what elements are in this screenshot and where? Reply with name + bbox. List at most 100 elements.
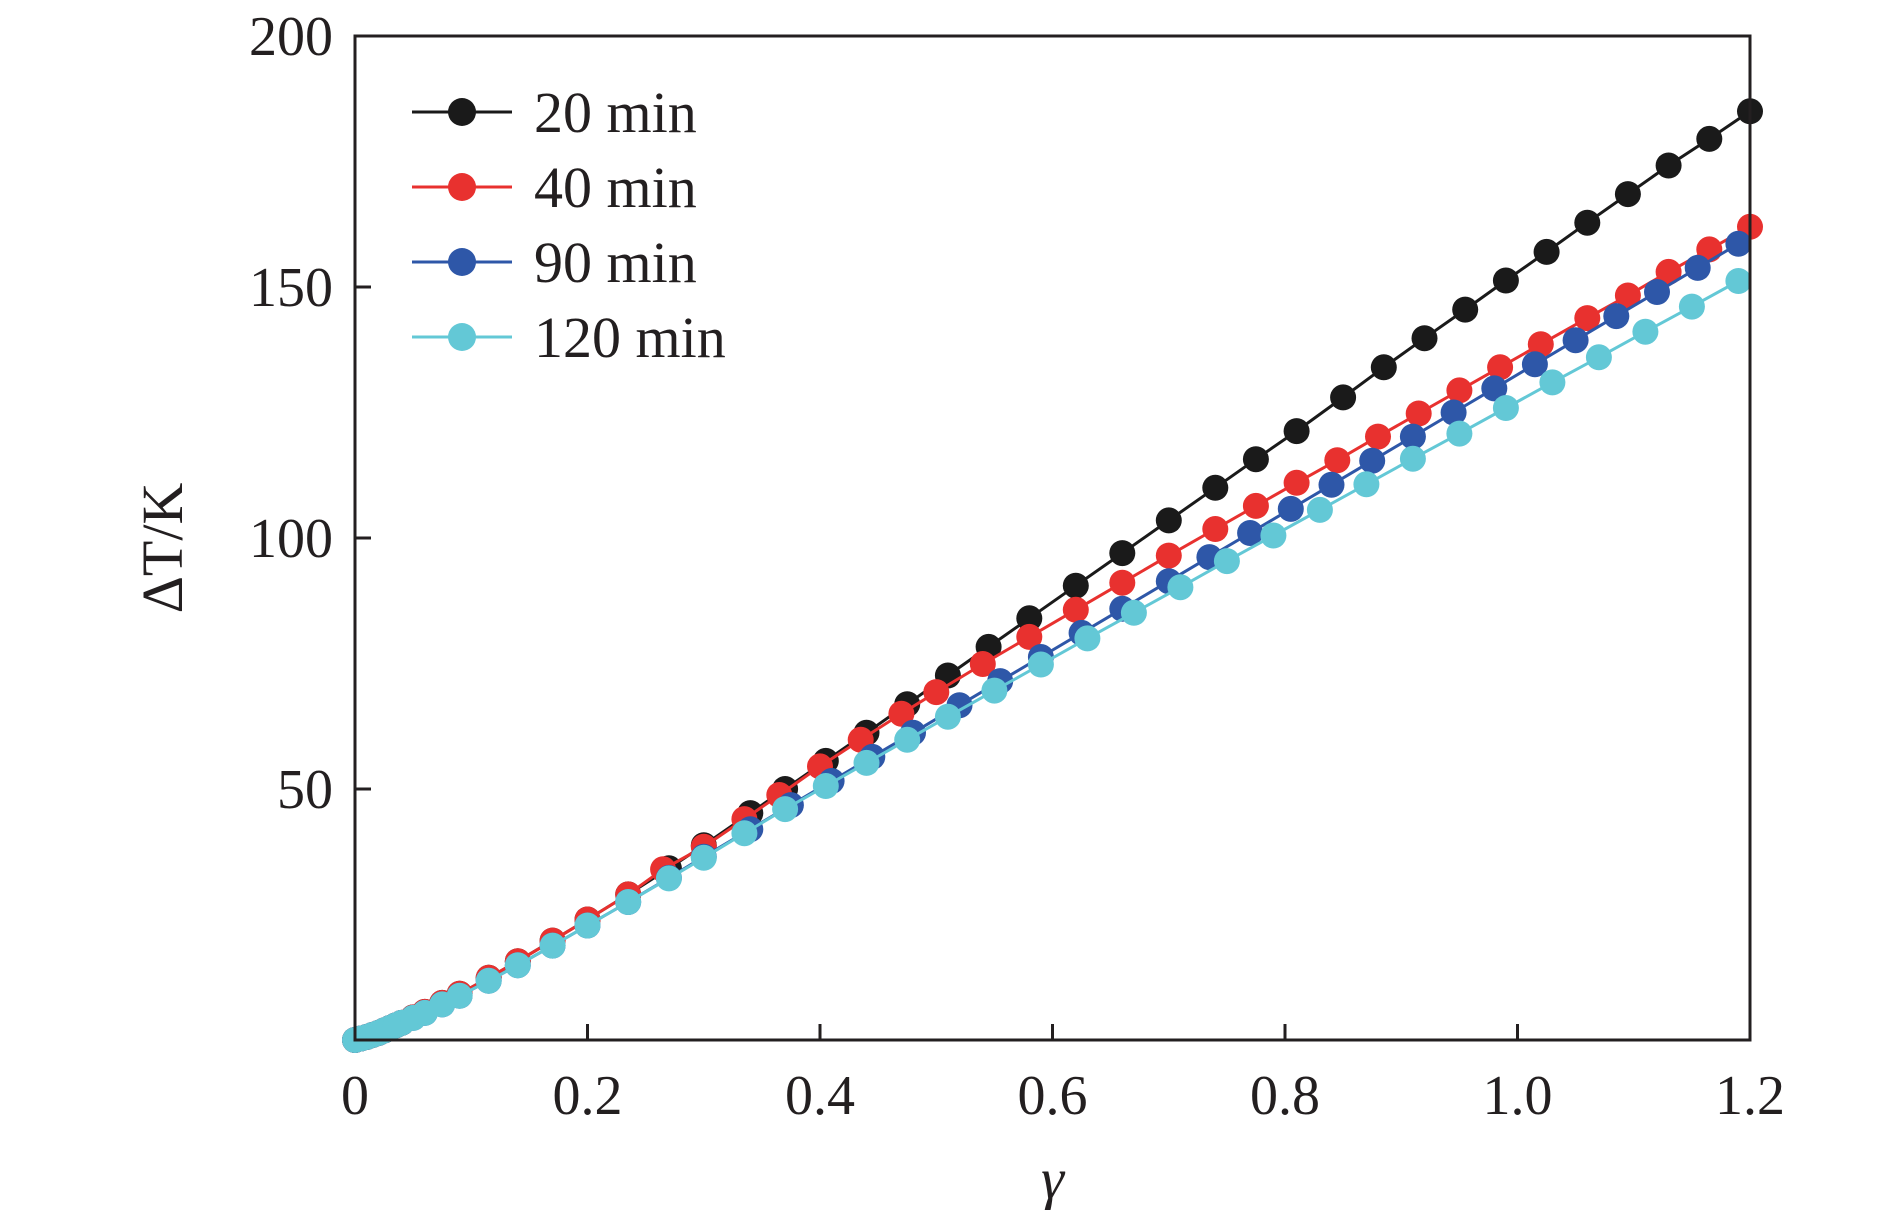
y-axis-title-unit: /K [130,483,195,541]
y-axis-title-prefix: ΔT [130,541,195,614]
data-point [655,865,682,892]
data-point [1062,596,1089,623]
x-tick-label: 0 [341,1065,369,1127]
y-axis-title: ΔT/K [130,483,195,614]
data-point [772,796,799,823]
data-point [853,749,880,776]
data-point [923,679,950,706]
legend-item: 90 min [412,230,697,295]
data-point [1213,548,1240,575]
data-point [1353,471,1380,498]
data-point [615,889,642,915]
legend-swatch-marker [448,248,476,276]
data-point [690,844,717,871]
data-point [1155,542,1182,569]
data-point [1074,625,1101,652]
data-point [1562,327,1589,354]
data-point [1405,400,1432,427]
x-tick-label: 1.2 [1715,1065,1785,1127]
data-point [1533,238,1560,265]
data-point [539,932,566,959]
data-point [1359,447,1386,474]
x-tick-label: 0.8 [1250,1065,1320,1127]
x-tick-label: 0.6 [1018,1065,1088,1127]
data-point [1481,375,1508,402]
legend-label: 90 min [534,230,697,295]
data-point [1237,520,1264,546]
data-point [1696,125,1723,152]
data-point [1614,181,1641,208]
data-point [1260,522,1287,549]
data-point [1574,209,1601,236]
data-point [1492,395,1519,421]
data-point [1399,445,1426,472]
y-tick-label: 50 [277,759,333,821]
data-point [1277,495,1304,522]
data-point [1440,399,1467,426]
data-point [1016,623,1043,650]
data-point [1016,605,1043,632]
data-point [446,982,473,1009]
data-point [1655,258,1682,285]
x-tick-label: 0.4 [785,1065,855,1127]
data-point [1585,344,1612,371]
legend-swatch-marker [448,98,476,126]
data-point [888,700,915,727]
data-point [969,651,996,677]
data-point [894,726,921,753]
data-point [504,952,531,979]
legend-label: 120 min [534,305,726,370]
data-point [1527,331,1554,358]
data-point [1725,230,1752,257]
legend-item: 40 min [412,155,697,220]
data-point [981,677,1008,704]
data-point [1242,446,1269,473]
legend-swatch-marker [448,173,476,201]
legend-label: 40 min [534,155,697,220]
data-point [1306,496,1333,523]
data-point [1539,369,1566,396]
legend-item: 20 min [412,80,697,145]
data-point [1370,354,1397,381]
data-point [1614,282,1641,309]
data-point [1120,599,1147,626]
data-point [1487,354,1514,381]
data-point [1684,254,1711,281]
legend-label: 20 min [534,80,697,145]
data-point [1521,351,1548,378]
y-tick-label: 100 [249,508,333,570]
series-group [342,268,1752,1053]
data-point [1027,651,1054,678]
y-tick-label: 200 [249,6,333,68]
data-point [1202,474,1229,501]
legend-item: 120 min [412,305,726,370]
legend: 20 min 40 min 90 min 120 min [412,80,726,370]
data-point [1446,420,1473,447]
data-point [1330,384,1357,411]
data-point [1452,296,1479,323]
data-point [1365,423,1391,450]
data-point [1678,293,1705,320]
data-point [1725,268,1752,294]
data-point [1062,572,1089,599]
data-point [1655,152,1682,179]
data-point [1324,447,1351,474]
data-point [1411,325,1438,352]
data-point [1574,305,1601,332]
series-layer [342,98,1763,1053]
data-point [1318,471,1345,498]
data-point [812,773,839,799]
legend-swatch-marker [448,323,476,351]
data-point [1242,492,1269,519]
data-point [731,820,758,847]
data-point [1167,574,1194,601]
x-tick-label: 0.2 [553,1065,623,1127]
data-point [1283,469,1310,496]
y-tick-label: 150 [249,257,333,319]
data-point [1109,540,1136,567]
data-point [1492,267,1519,294]
x-tick-label: 1.0 [1483,1065,1553,1127]
data-point [934,703,961,730]
